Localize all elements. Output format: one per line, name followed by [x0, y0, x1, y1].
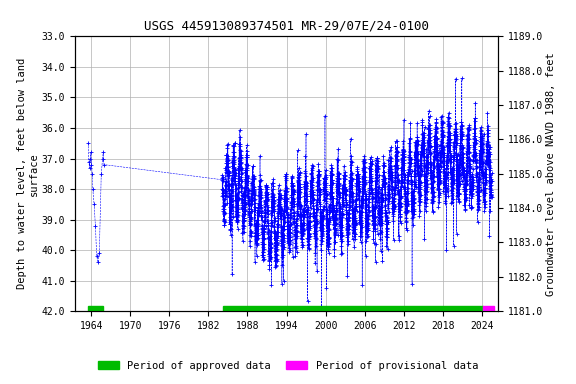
Y-axis label: Depth to water level, feet below land
surface: Depth to water level, feet below land su…: [17, 58, 39, 290]
Legend: Period of approved data, Period of provisional data: Period of approved data, Period of provi…: [94, 357, 482, 375]
Bar: [483, 306, 494, 311]
Y-axis label: Groundwater level above NAVD 1988, feet: Groundwater level above NAVD 1988, feet: [546, 52, 556, 296]
Title: USGS 445913089374501 MR-29/07E/24-0100: USGS 445913089374501 MR-29/07E/24-0100: [144, 20, 429, 33]
Bar: [223, 306, 483, 311]
Bar: [88, 306, 103, 311]
